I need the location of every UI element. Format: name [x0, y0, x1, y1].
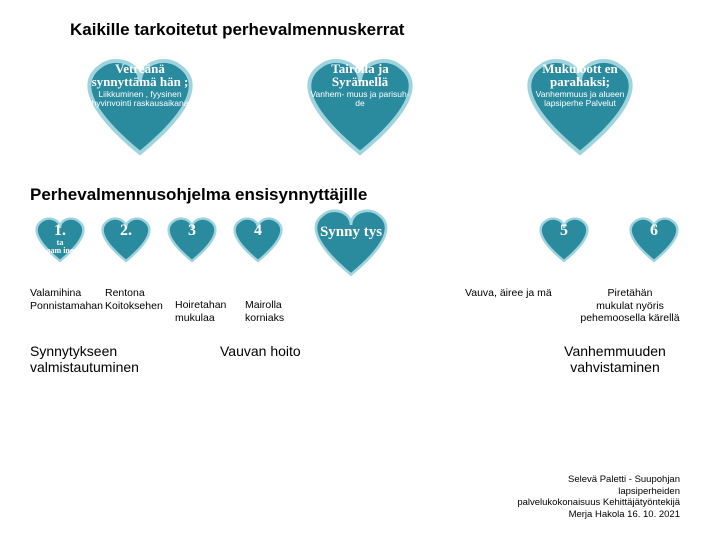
big-heart-title: Tairolla ja Syrämellä [305, 62, 415, 88]
footer-line: palvelukokonaisuus Kehittäjätyöntekijä [517, 497, 680, 508]
big-heart-sub: Vanhemmuus ja alueen lapsiperhe Palvelut [525, 90, 635, 109]
caption: pehemoosella kärellä [570, 312, 690, 325]
big-heart: Tairolla ja Syrämellä Vanhem- muus ja pa… [295, 50, 425, 165]
footer-line: Merja Hakola 16. 10. 2021 [517, 509, 680, 520]
bottom-label-right: Vanhemmuuden vahvistaminen [540, 343, 690, 375]
heart-number: 5 [534, 223, 594, 239]
bottom-labels: Synnytykseen valmistautuminen Vauvan hoi… [30, 343, 690, 375]
caption: Koitoksehen [105, 300, 175, 313]
big-heart-sub: Vanhem- muus ja parisuh- de [305, 90, 415, 109]
big-heart: Vetreänä synnyttämä hän ; Liikkuminen , … [75, 50, 205, 165]
footer-line: lapsiperheiden [517, 486, 680, 497]
heart-number: 3 [162, 223, 222, 239]
big-heart-title: Vetreänä synnyttämä hän ; [85, 62, 195, 88]
small-heart: 4 [228, 213, 288, 267]
heart-number: 4 [228, 223, 288, 239]
small-heart: 6 [624, 213, 684, 267]
footer-line: Selevä Paletti - Suupohjan [517, 474, 680, 485]
section-title-2: Perhevalmennusohjelma ensisynnyttäjille [30, 185, 690, 205]
small-heart: 5 [534, 213, 594, 267]
big-hearts-row: Vetreänä synnyttämä hän ; Liikkuminen , … [30, 50, 690, 165]
caption: Mairolla [245, 299, 315, 312]
small-hearts-row: 1.tapaam inen 2. 3 4 Synny tys 5 6 [30, 213, 690, 283]
bottom-label-left: Synnytykseen valmistautuminen [30, 343, 180, 375]
big-heart: Mukuloott en parahaksi; Vanhemmuus ja al… [515, 50, 645, 165]
caption: Valamihina [30, 287, 105, 300]
caption: Ponnistamahan [30, 300, 105, 313]
caption: mukulaa [175, 312, 245, 325]
caption: Piretähän [570, 287, 690, 300]
section-title-1: Kaikille tarkoitetut perhevalmennuskerra… [70, 20, 690, 40]
caption: Rentona [105, 287, 175, 300]
small-heart: 2. [96, 213, 156, 267]
caption: Vauva, äiree ja mä [465, 287, 570, 300]
bottom-label-mid: Vauvan hoito [220, 343, 360, 375]
mid-heart-label: Synny tys [306, 225, 396, 240]
heart-number: 2. [96, 223, 156, 239]
caption: korniaks [245, 312, 315, 325]
small-heart: 3 [162, 213, 222, 267]
captions-row: Valamihina Ponnistamahan Rentona Koitoks… [30, 287, 690, 325]
heart-number: 6 [624, 223, 684, 239]
mid-heart: Synny tys [306, 203, 396, 283]
small-heart: 1.tapaam inen [30, 213, 90, 267]
big-heart-sub: Liikkuminen , fyysinen hyvinvointi raska… [85, 90, 195, 109]
caption: Hoiretahan [175, 299, 245, 312]
big-heart-title: Mukuloott en parahaksi; [525, 62, 635, 88]
footer: Selevä Paletti - Suupohjan lapsiperheide… [517, 474, 680, 520]
caption: mukulat nyöris [570, 300, 690, 313]
